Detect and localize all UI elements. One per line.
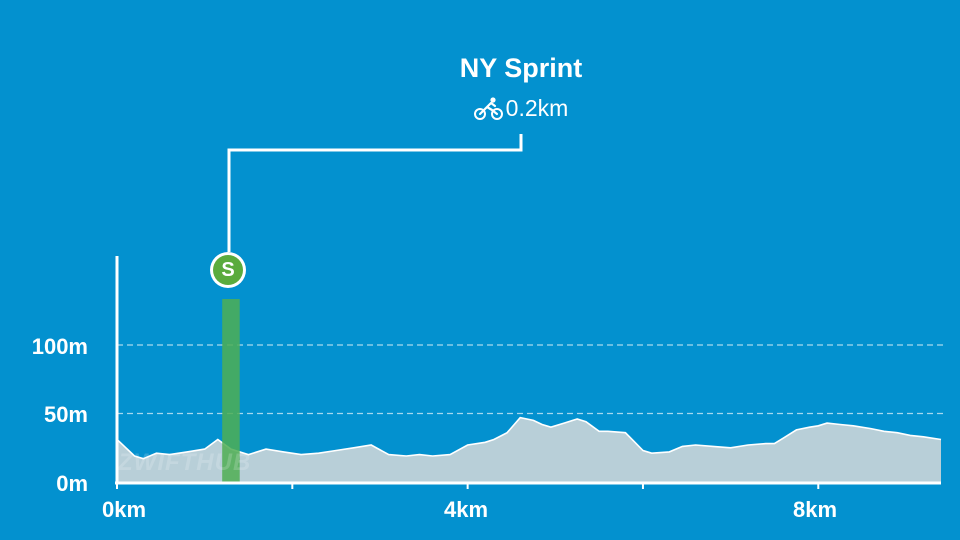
axes [115,256,941,489]
elevation-line [116,416,942,460]
y-tick-label-50: 50m [43,402,88,427]
cyclist-icon [473,96,504,122]
watermark: ZWIFTHUB [118,449,252,476]
segment-distance-value: 0.2km [505,95,569,121]
x-tick-label-4km: 4km [443,497,489,522]
segment-leader-line [227,134,523,252]
x-tick-label-0km: 0km [101,497,147,522]
y-tick-label-100: 100m [31,334,88,359]
x-tick-label-8km: 8km [792,497,838,522]
sprint-badge-letter: S [213,255,243,285]
elevation-area [117,417,941,482]
segment-highlight [222,299,240,482]
grid-lines [117,344,945,415]
segment-distance: 0.2km [380,95,662,122]
segment-title: NY Sprint [459,53,583,83]
sprint-badge[interactable]: S [210,252,246,288]
y-tick-label-0: 0m [56,471,88,496]
